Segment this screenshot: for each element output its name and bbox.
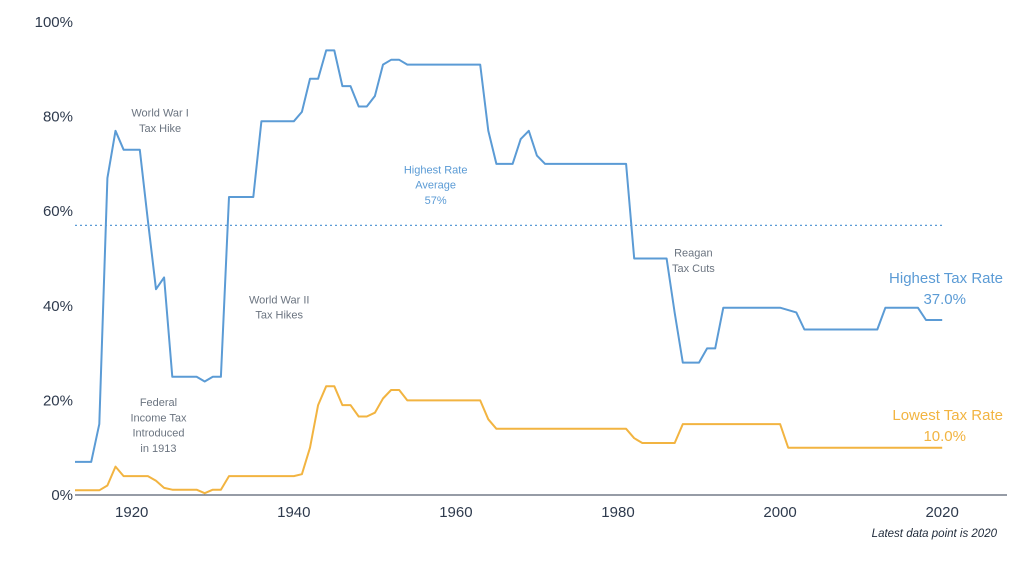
x-tick-label: 1940 (277, 504, 310, 521)
x-tick-label: 1920 (115, 504, 148, 521)
y-tick-label: 0% (51, 487, 73, 504)
annotation-2: Highest Rate Average 57% (404, 164, 468, 207)
annotation-4: World War II Tax Hikes (249, 294, 310, 321)
y-tick-label: 40% (43, 298, 73, 315)
x-tick-label: 2000 (763, 504, 796, 521)
series-line-highest-tax-rate (75, 49, 943, 463)
y-tick-label: 100% (35, 14, 73, 31)
series-name-label-highest: Highest Tax Rate (889, 270, 1003, 287)
series-line-lowest-tax-rate (75, 385, 943, 495)
series-value-label-lowest: 10.0% (923, 428, 966, 445)
series-value-label-highest: 37.0% (923, 291, 966, 308)
y-tick-label: 80% (43, 109, 73, 126)
x-tick-label: 1980 (601, 504, 634, 521)
annotation-5: Federal Income Tax Introduced in 1913 (130, 397, 187, 455)
y-tick-label: 60% (43, 203, 73, 220)
annotation-3: Reagan Tax Cuts (672, 248, 715, 275)
x-tick-label: 1960 (439, 504, 472, 521)
series-name-label-lowest: Lowest Tax Rate (892, 407, 1003, 424)
footnote: Latest data point is 2020 (872, 528, 998, 540)
x-tick-label: 2020 (925, 504, 958, 521)
annotation-1: World War I Tax Hike (131, 108, 188, 135)
y-tick-label: 20% (43, 392, 73, 409)
